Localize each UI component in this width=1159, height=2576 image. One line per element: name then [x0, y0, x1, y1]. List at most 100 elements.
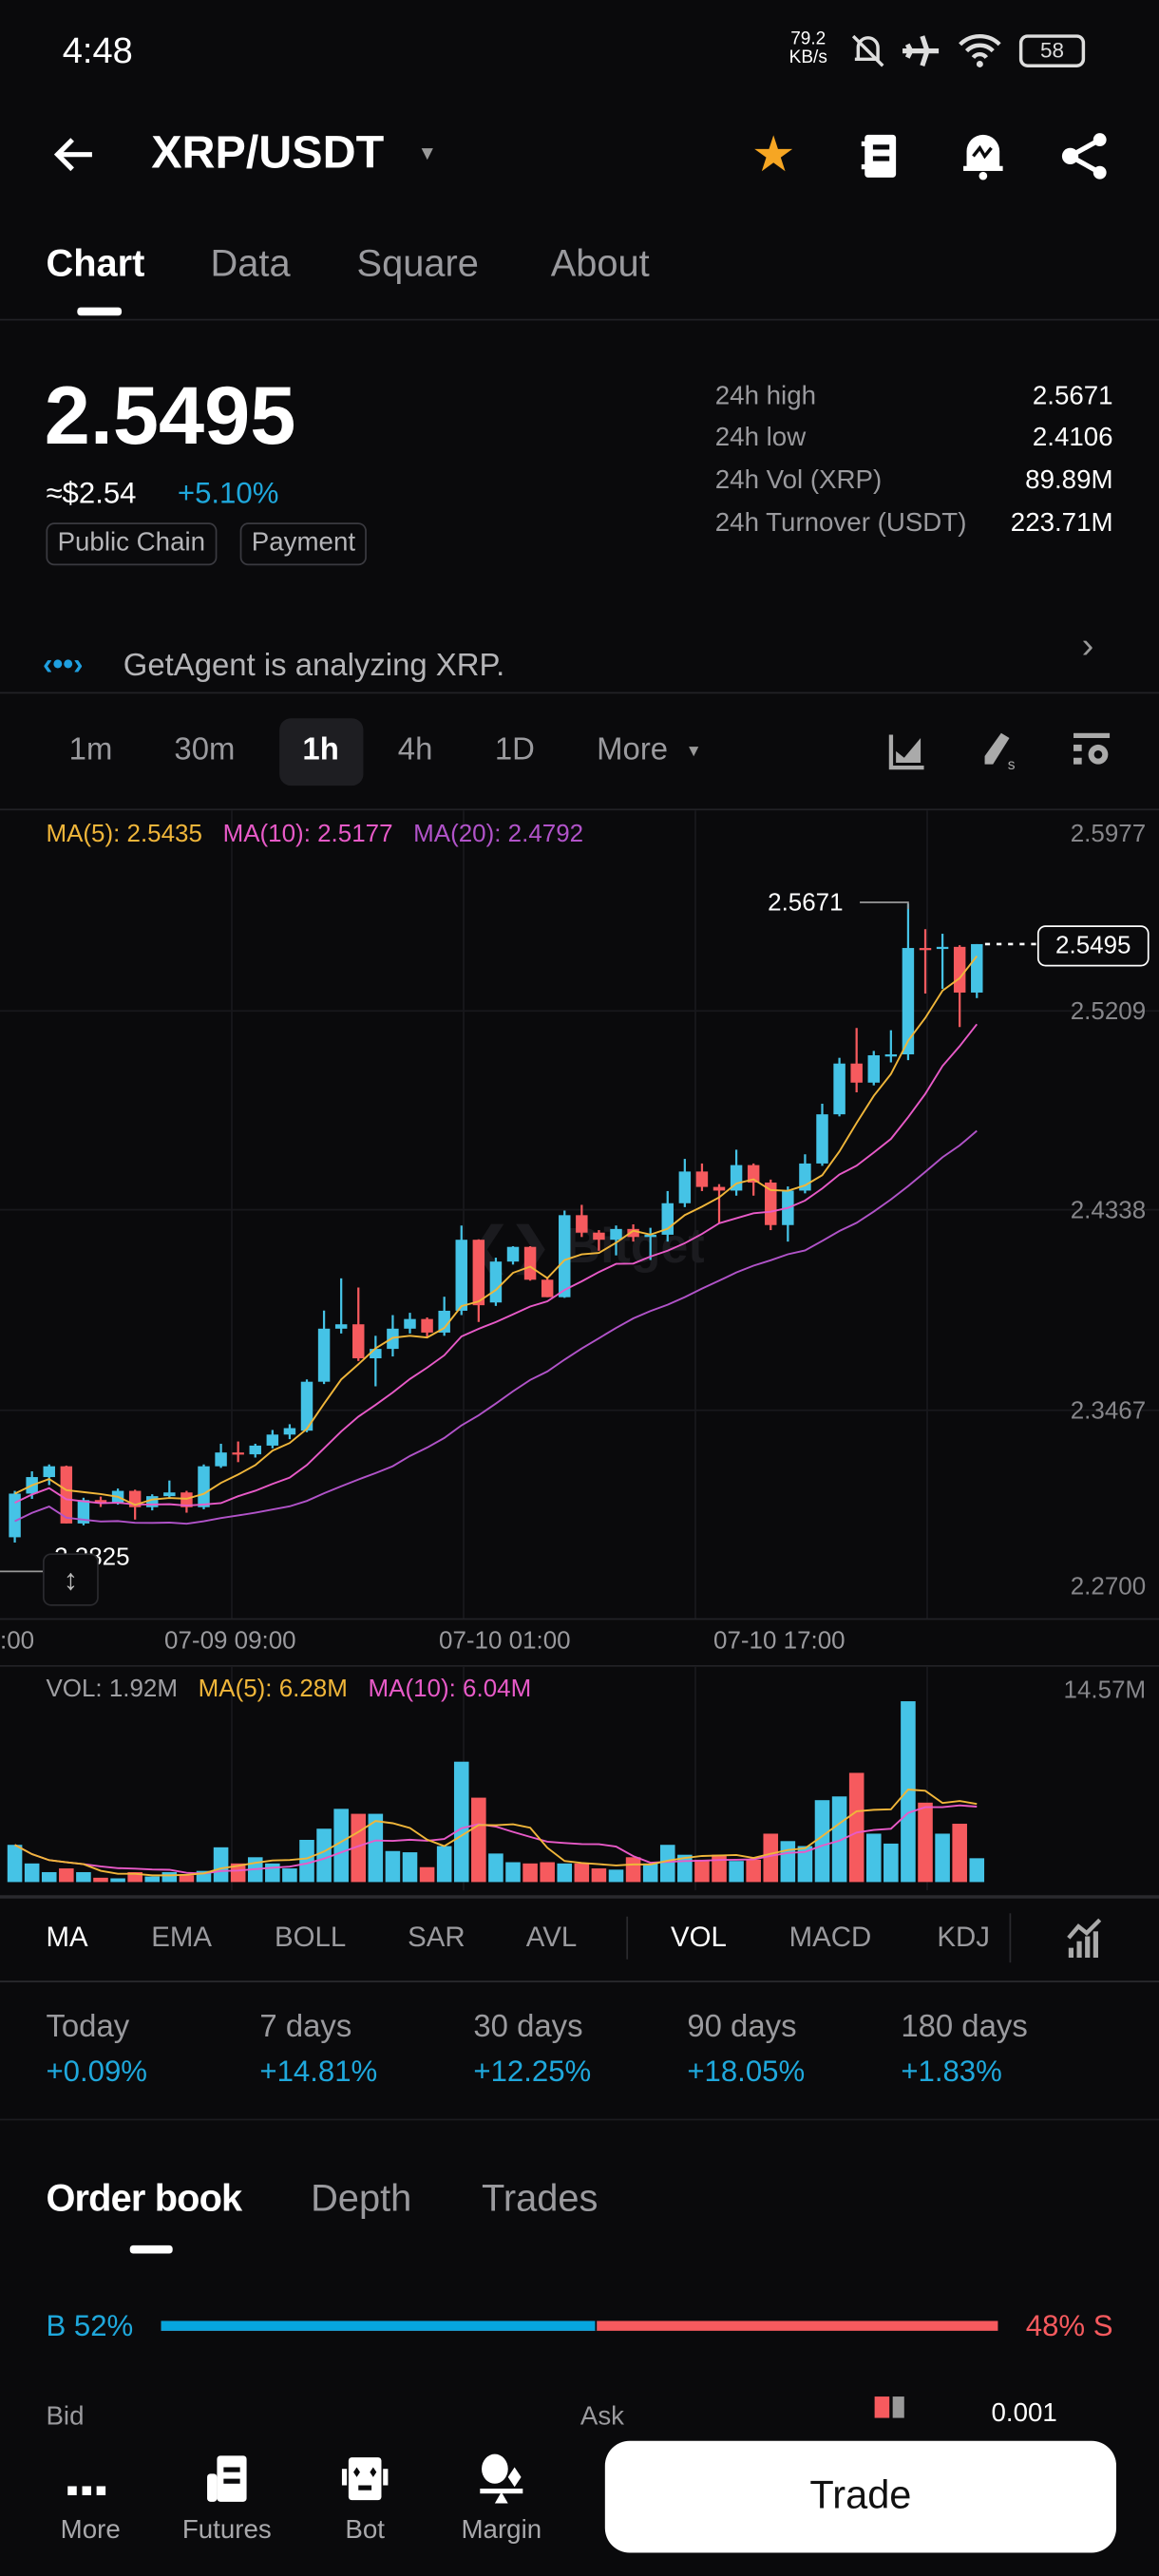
tab-square[interactable]: Square	[356, 241, 479, 285]
indicator-boll[interactable]: BOLL	[274, 1921, 347, 1953]
tab-about[interactable]: About	[550, 241, 650, 285]
favorite-star-icon[interactable]: ★	[750, 127, 796, 183]
nav-futures[interactable]: Futures	[181, 2516, 272, 2545]
candle-body	[232, 1452, 244, 1455]
buy-ratio-fill	[161, 2320, 597, 2331]
stat-value: 2.5671	[1032, 383, 1113, 411]
volume-bar	[865, 1833, 882, 1883]
pair-dropdown-icon[interactable]: ▼	[417, 141, 438, 165]
share-icon[interactable]	[1060, 131, 1110, 180]
indicator-ema[interactable]: EMA	[151, 1921, 212, 1953]
period-4h[interactable]: 4h	[397, 732, 433, 768]
volume-bar	[540, 1862, 555, 1883]
indicator-sar[interactable]: SAR	[408, 1921, 466, 1953]
volume-bar	[884, 1843, 899, 1883]
pair-title[interactable]: XRP/USDT	[151, 126, 385, 178]
perf-value: +18.05%	[687, 2055, 806, 2088]
net-speed: 79.2 KB/s	[789, 30, 827, 67]
futures-icon[interactable]	[204, 2454, 250, 2504]
more-icon[interactable]: ▪▪▪	[66, 2469, 109, 2510]
candle-body	[163, 1492, 176, 1497]
perf-label: Today	[46, 2010, 130, 2045]
vol-ma10: MA(10): 6.04M	[368, 1675, 532, 1703]
volume-bar	[419, 1866, 435, 1883]
price-alert-icon[interactable]	[960, 131, 1006, 180]
indicator-ma[interactable]: MA	[46, 1921, 88, 1953]
candle-body	[283, 1428, 296, 1435]
perf-value: +14.81%	[259, 2055, 378, 2088]
volume-bar	[471, 1797, 486, 1883]
indicator-kdj[interactable]: KDJ	[937, 1921, 990, 1953]
battery-indicator: 58	[1018, 34, 1086, 67]
volume-bar	[333, 1809, 349, 1883]
volume-bar	[127, 1871, 142, 1883]
tab-order-book[interactable]: Order book	[46, 2176, 242, 2220]
bot-icon[interactable]	[340, 2454, 390, 2504]
volume-bar	[316, 1828, 332, 1883]
candle-body	[94, 1500, 107, 1504]
sell-ratio-label: 48% S	[1025, 2309, 1113, 2342]
volume-bar	[659, 1845, 675, 1883]
precision-select[interactable]: 0.001	[991, 2399, 1057, 2428]
tab-trades[interactable]: Trades	[482, 2176, 598, 2220]
x-tick: 07-09 09:00	[164, 1627, 296, 1656]
book-layout-icon-part	[892, 2396, 904, 2418]
candle-body	[334, 1324, 348, 1329]
volume-bar	[351, 1813, 367, 1883]
active-tab-indicator	[129, 2245, 173, 2254]
volume-bar	[574, 1863, 590, 1883]
chart-settings-icon[interactable]	[1071, 729, 1113, 772]
tag-payment[interactable]: Payment	[239, 522, 368, 566]
volume-bar	[24, 1863, 40, 1883]
tab-data[interactable]: Data	[210, 241, 291, 285]
stat-value: 2.4106	[1032, 424, 1113, 452]
candle-body	[249, 1445, 261, 1455]
indicator-vol[interactable]: VOL	[671, 1921, 727, 1953]
candle-body	[695, 1171, 709, 1187]
high-price-label: 2.5671	[768, 889, 844, 918]
volume-bar	[952, 1824, 967, 1883]
scale-toggle-icon[interactable]: ↕	[42, 1553, 99, 1606]
period-more[interactable]: More	[597, 732, 669, 768]
indicator-avl[interactable]: AVL	[525, 1921, 578, 1953]
usd-price: ≈$2.54	[46, 476, 137, 510]
margin-icon[interactable]	[477, 2453, 526, 2505]
period-1d[interactable]: 1D	[494, 732, 535, 768]
chart-type-icon[interactable]	[887, 731, 927, 771]
period-1m[interactable]: 1m	[68, 732, 113, 768]
stat-value: 89.89M	[1025, 466, 1113, 495]
volume-bar	[59, 1868, 74, 1883]
volume-bar	[918, 1802, 933, 1883]
tag-public-chain[interactable]: Public Chain	[46, 522, 218, 566]
chevron-right-icon[interactable]: ›	[1081, 624, 1094, 666]
volume-bar	[41, 1871, 57, 1883]
x-tick: 07-10 01:00	[439, 1627, 571, 1656]
notes-icon[interactable]	[858, 131, 901, 180]
tab-depth[interactable]: Depth	[311, 2176, 412, 2220]
candle-body	[953, 946, 966, 993]
status-time: 4:48	[62, 29, 133, 71]
candle-body	[523, 1246, 537, 1280]
draw-tool-icon[interactable]: s	[978, 729, 1021, 771]
indicator-macd[interactable]: MACD	[788, 1921, 872, 1953]
nav-margin[interactable]: Margin	[461, 2516, 542, 2545]
stat-label: 24h low	[714, 424, 807, 452]
period-1h[interactable]: 1h	[302, 732, 339, 768]
volume-bar	[969, 1858, 985, 1883]
candlestick-chart[interactable]: ❮❯ Bitget	[0, 810, 1159, 1665]
nav-more[interactable]: More	[60, 2516, 121, 2545]
price-change: +5.10%	[177, 476, 279, 510]
trade-button[interactable]: Trade	[604, 2440, 1117, 2553]
getagent-text[interactable]: GetAgent is analyzing XRP.	[123, 649, 505, 684]
period-30m[interactable]: 30m	[174, 732, 236, 768]
nav-bot[interactable]: Bot	[345, 2516, 385, 2545]
divider	[0, 1980, 1159, 1982]
ma5-legend: MA(5): 2.5435	[46, 820, 202, 848]
book-layout-icon[interactable]	[874, 2396, 890, 2418]
indicator-settings-icon[interactable]	[1067, 1917, 1103, 1960]
back-arrow-icon[interactable]	[49, 131, 99, 177]
volume-bar	[763, 1833, 779, 1883]
tab-chart[interactable]: Chart	[46, 241, 145, 285]
volume-bar	[196, 1870, 212, 1883]
candle-body	[266, 1434, 279, 1446]
